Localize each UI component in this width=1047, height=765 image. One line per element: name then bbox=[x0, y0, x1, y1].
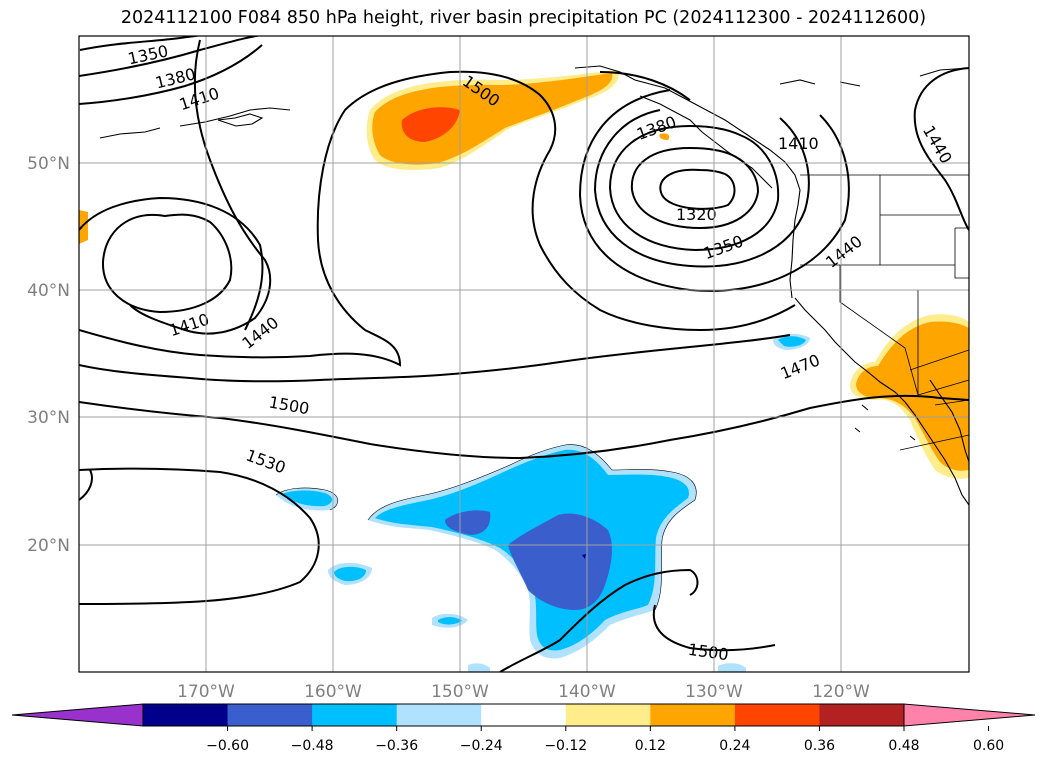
precip-negative bbox=[276, 333, 810, 672]
lon-label: 120°W bbox=[812, 682, 870, 702]
lat-label: 30°N bbox=[27, 408, 70, 428]
lon-label: 170°W bbox=[177, 682, 235, 702]
plot-frame bbox=[78, 35, 970, 673]
contour-label: 1410 bbox=[778, 134, 819, 153]
colorbar-tick-label: 0.24 bbox=[719, 738, 750, 754]
colorbar-tick-label: −0.24 bbox=[460, 738, 503, 754]
colorbar-box bbox=[481, 704, 567, 726]
colorbar-tick-label: −0.12 bbox=[544, 738, 587, 754]
colorbar-tick-label: −0.60 bbox=[206, 738, 249, 754]
precip-positive-north-pacific bbox=[79, 70, 670, 244]
colorbar-box bbox=[143, 704, 229, 726]
gridlines bbox=[79, 36, 969, 672]
lon-label: 130°W bbox=[685, 682, 743, 702]
colorbar-box bbox=[565, 704, 651, 726]
colorbar-extend-min bbox=[11, 703, 144, 727]
colorbar: −0.60 −0.48 −0.36 −0.24 −0.12 0.12 0.24 0.36 0.4… bbox=[11, 703, 1036, 754]
colorbar-box bbox=[396, 704, 482, 726]
lat-labels: 50°N 40°N 30°N 20°N bbox=[27, 154, 70, 556]
lon-labels: 170°W 160°W 150°W 140°W 130°W 120°W bbox=[177, 682, 870, 702]
contour-label: 1320 bbox=[676, 205, 717, 224]
lat-label: 50°N bbox=[27, 154, 70, 174]
colorbar-extend-max bbox=[903, 703, 1036, 727]
colorbar-tick-label: 0.48 bbox=[888, 738, 919, 754]
lat-label: 20°N bbox=[27, 536, 70, 556]
colorbar-box bbox=[227, 704, 313, 726]
colorbar-tick-label: −0.48 bbox=[291, 738, 334, 754]
lon-label: 140°W bbox=[558, 682, 616, 702]
colorbar-box bbox=[650, 704, 736, 726]
lon-label: 160°W bbox=[304, 682, 362, 702]
coastlines bbox=[99, 65, 969, 506]
colorbar-tick-label: 0.60 bbox=[973, 738, 1004, 754]
colorbar-tick-label: 0.12 bbox=[635, 738, 666, 754]
lat-label: 40°N bbox=[27, 281, 70, 301]
colorbar-tick-label: 0.36 bbox=[804, 738, 835, 754]
colorbar-tick-label: −0.36 bbox=[375, 738, 418, 754]
map-title: 2024112100 F084 850 hPa height, river ba… bbox=[120, 8, 927, 28]
lon-label: 150°W bbox=[431, 682, 489, 702]
colorbar-box bbox=[312, 704, 398, 726]
colorbar-box bbox=[734, 704, 820, 726]
colorbar-box bbox=[819, 704, 905, 726]
